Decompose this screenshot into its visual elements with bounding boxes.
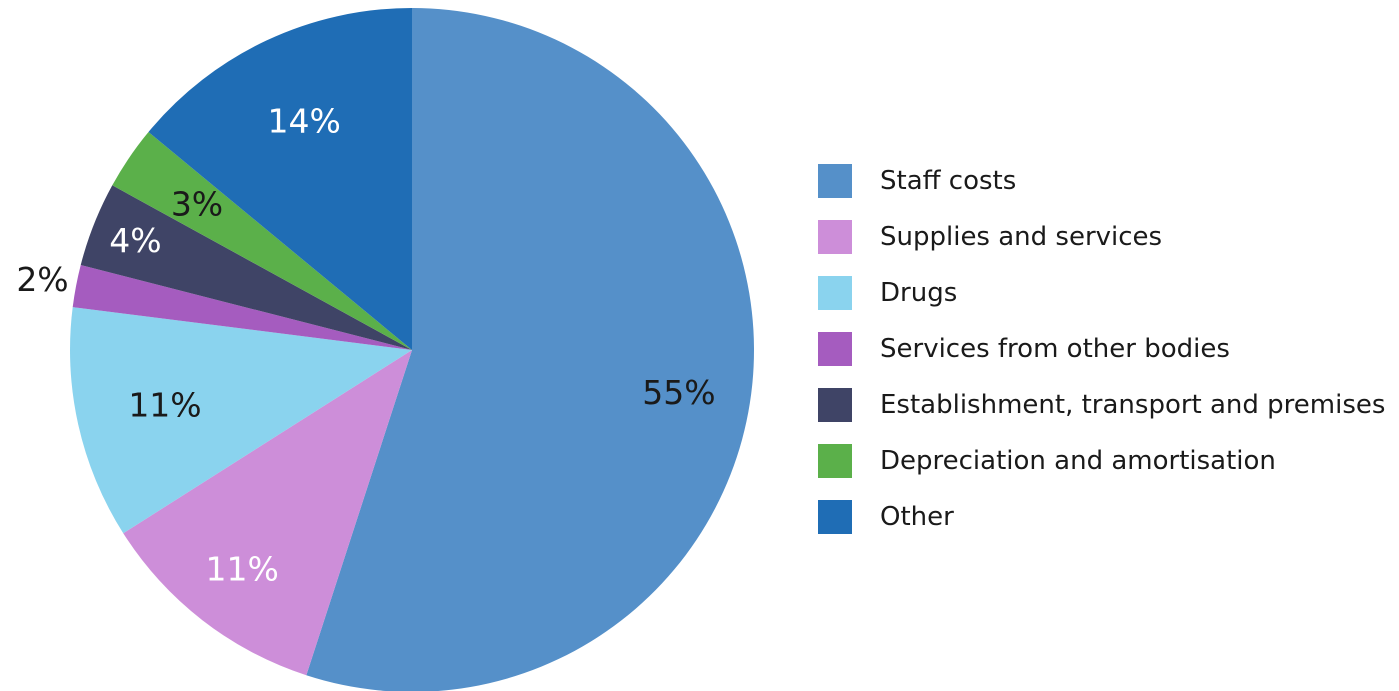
- pie-slice-establishment-transport-and-premises: [80, 185, 413, 350]
- legend-label-other: Other: [880, 502, 954, 532]
- pie-slice-other: [148, 7, 413, 350]
- legend-label-services-from-other-bodies: Services from other bodies: [880, 334, 1230, 364]
- legend: Staff costs Supplies and services Drugs Ser…: [818, 164, 1385, 534]
- pie-slice-staff-costs: [306, 8, 755, 691]
- legend-swatch-establishment-transport-and-premises: [818, 388, 852, 422]
- legend-label-supplies-and-services: Supplies and services: [880, 222, 1162, 252]
- legend-item-staff-costs: Staff costs: [818, 164, 1016, 198]
- slice-label-services-from-other-bodies: 2%: [16, 260, 68, 299]
- pie-slices: [70, 7, 755, 691]
- legend-item-other: Other: [818, 500, 954, 534]
- legend-item-drugs: Drugs: [818, 276, 957, 310]
- slice-label-depreciation-and-amortisation: 3%: [171, 184, 223, 223]
- slice-label-other: 14%: [268, 102, 341, 141]
- slice-label-staff-costs: 55%: [642, 373, 715, 412]
- legend-swatch-depreciation-and-amortisation: [818, 444, 852, 478]
- legend-label-depreciation-and-amortisation: Depreciation and amortisation: [880, 446, 1276, 476]
- legend-swatch-supplies-and-services: [818, 220, 852, 254]
- legend-item-establishment-transport-and-premises: Establishment, transport and premises: [818, 388, 1385, 422]
- pie-slice-labels: 55% 11% 11% 2% 4% 3% 14%: [16, 102, 715, 589]
- pie-slice-services-from-other-bodies: [72, 264, 412, 350]
- legend-swatch-drugs: [818, 276, 852, 310]
- legend-swatch-other: [818, 500, 852, 534]
- legend-swatch-services-from-other-bodies: [818, 332, 852, 366]
- legend-label-drugs: Drugs: [880, 278, 957, 308]
- pie-slice-depreciation-and-amortisation: [112, 132, 413, 350]
- slice-label-supplies-and-services: 11%: [206, 549, 279, 588]
- legend-item-depreciation-and-amortisation: Depreciation and amortisation: [818, 444, 1276, 478]
- pie-slice-supplies-and-services: [123, 350, 413, 676]
- legend-item-supplies-and-services: Supplies and services: [818, 220, 1162, 254]
- slice-label-drugs: 11%: [128, 386, 201, 425]
- legend-label-staff-costs: Staff costs: [880, 166, 1016, 196]
- legend-swatch-staff-costs: [818, 164, 852, 198]
- slice-label-establishment-transport-and-premises: 4%: [109, 221, 161, 260]
- legend-item-services-from-other-bodies: Services from other bodies: [818, 332, 1230, 366]
- pie-slice-drugs: [70, 307, 412, 534]
- legend-label-establishment-transport-and-premises: Establishment, transport and premises: [880, 390, 1385, 420]
